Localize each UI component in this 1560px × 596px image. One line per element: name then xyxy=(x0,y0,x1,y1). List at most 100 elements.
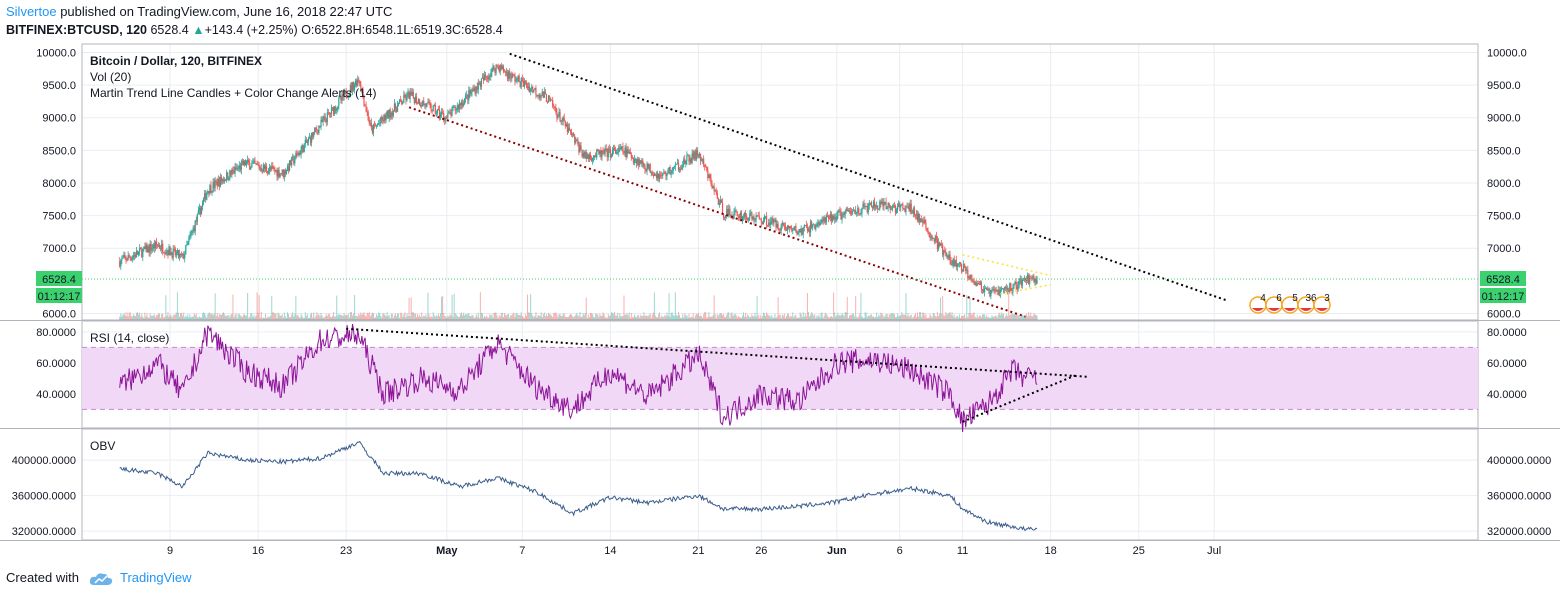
candle-body xyxy=(674,164,676,167)
candle-body xyxy=(568,127,571,131)
volume-bar xyxy=(555,312,557,320)
author-link[interactable]: Silvertoe xyxy=(6,4,57,19)
candle-body xyxy=(324,116,326,120)
candle-body xyxy=(410,91,412,96)
candle-body xyxy=(254,160,256,164)
event-flag-stripe xyxy=(1300,308,1312,311)
candle-body xyxy=(518,75,520,82)
candle-body xyxy=(293,156,295,164)
candle-body xyxy=(821,219,823,223)
candle-body xyxy=(722,213,725,218)
volume-bar xyxy=(430,316,432,320)
volume-bar xyxy=(489,313,491,320)
candle-body xyxy=(618,147,620,153)
volume-bar xyxy=(423,315,425,320)
candle-body xyxy=(639,160,641,166)
volume-bar xyxy=(604,316,606,320)
candle-body xyxy=(697,155,700,157)
candle-body xyxy=(706,167,708,171)
volume-bar xyxy=(174,314,176,320)
price-legend: Bitcoin / Dollar, 120, BITFINEX xyxy=(90,54,262,68)
volume-bar xyxy=(298,317,300,320)
candle-body xyxy=(522,80,524,87)
candle-body xyxy=(760,218,762,222)
volume-bar xyxy=(123,314,125,320)
event-markers[interactable]: 4 6 5 36 3 xyxy=(1249,293,1331,314)
candle-body xyxy=(296,153,298,155)
candle-body xyxy=(754,220,756,221)
candle-body xyxy=(369,122,371,124)
tradingview-link[interactable]: TradingView xyxy=(120,570,192,585)
candle-body xyxy=(406,93,408,101)
volume-bar xyxy=(241,316,243,320)
candle-body xyxy=(1028,275,1030,284)
volume-bar xyxy=(478,317,480,320)
candle-body xyxy=(404,95,406,98)
volume-bar xyxy=(806,292,808,320)
volume-bar xyxy=(832,317,834,320)
candle-body xyxy=(596,149,598,158)
candle-body xyxy=(589,154,592,159)
footer: Created with TradingView xyxy=(6,569,192,587)
rsi-legend: RSI (14, close) xyxy=(90,331,169,345)
volume-bar xyxy=(924,315,926,320)
volume-bar xyxy=(971,314,973,320)
volume-bar xyxy=(741,315,743,320)
candle-body xyxy=(645,169,647,171)
candle-body xyxy=(469,90,471,95)
volume-bar xyxy=(468,313,470,320)
trend-lines[interactable] xyxy=(346,52,1228,423)
candle-body xyxy=(611,150,614,156)
candle-body xyxy=(223,179,226,182)
candle-body xyxy=(1026,275,1029,281)
volume-bar xyxy=(378,312,380,320)
event-flag-stripe xyxy=(1268,308,1280,311)
volume-bar xyxy=(394,313,396,320)
candle-body xyxy=(981,289,984,291)
candle-body xyxy=(707,170,709,178)
candle-body xyxy=(474,88,476,94)
candle-body xyxy=(907,206,909,208)
candle-body xyxy=(790,226,792,229)
volume-bar xyxy=(689,317,691,320)
volume-bar xyxy=(328,313,330,320)
volume-bar xyxy=(355,315,357,320)
candle-body xyxy=(283,170,285,177)
candle-body xyxy=(124,255,126,258)
candle-body xyxy=(378,123,380,125)
candle-body xyxy=(319,126,321,128)
candle-body xyxy=(301,145,303,150)
volume-bar xyxy=(1000,312,1002,320)
volume-bar xyxy=(805,316,807,320)
volume-bar xyxy=(228,315,230,320)
volume-bar xyxy=(683,317,685,320)
candle-body xyxy=(836,216,838,221)
candle-body xyxy=(966,270,968,271)
candle-body xyxy=(447,113,449,118)
candle-body xyxy=(388,109,390,119)
candle-body xyxy=(858,208,860,214)
candle-body xyxy=(297,153,299,156)
countdown-value: 01:12:17 xyxy=(38,291,81,303)
volume-bar xyxy=(295,295,297,320)
volume-bar xyxy=(892,313,894,320)
candle-body xyxy=(238,165,240,169)
volume-bar xyxy=(396,316,397,320)
volume-bar xyxy=(186,316,188,320)
candle-body xyxy=(130,258,132,260)
volume-bar xyxy=(972,313,974,320)
volume-bar xyxy=(288,313,290,320)
volume-bar xyxy=(393,315,395,320)
volume-bar xyxy=(827,317,829,320)
obv-tick-right: 320000.0000 xyxy=(1487,526,1551,538)
volume-bar xyxy=(324,316,326,320)
candle-body xyxy=(550,97,552,101)
candle-body xyxy=(537,94,539,97)
volume-bar xyxy=(1002,313,1004,320)
volume-bar xyxy=(664,314,666,320)
candle-body xyxy=(524,81,527,83)
volume-bar xyxy=(153,314,155,320)
volume-bar xyxy=(700,315,702,320)
